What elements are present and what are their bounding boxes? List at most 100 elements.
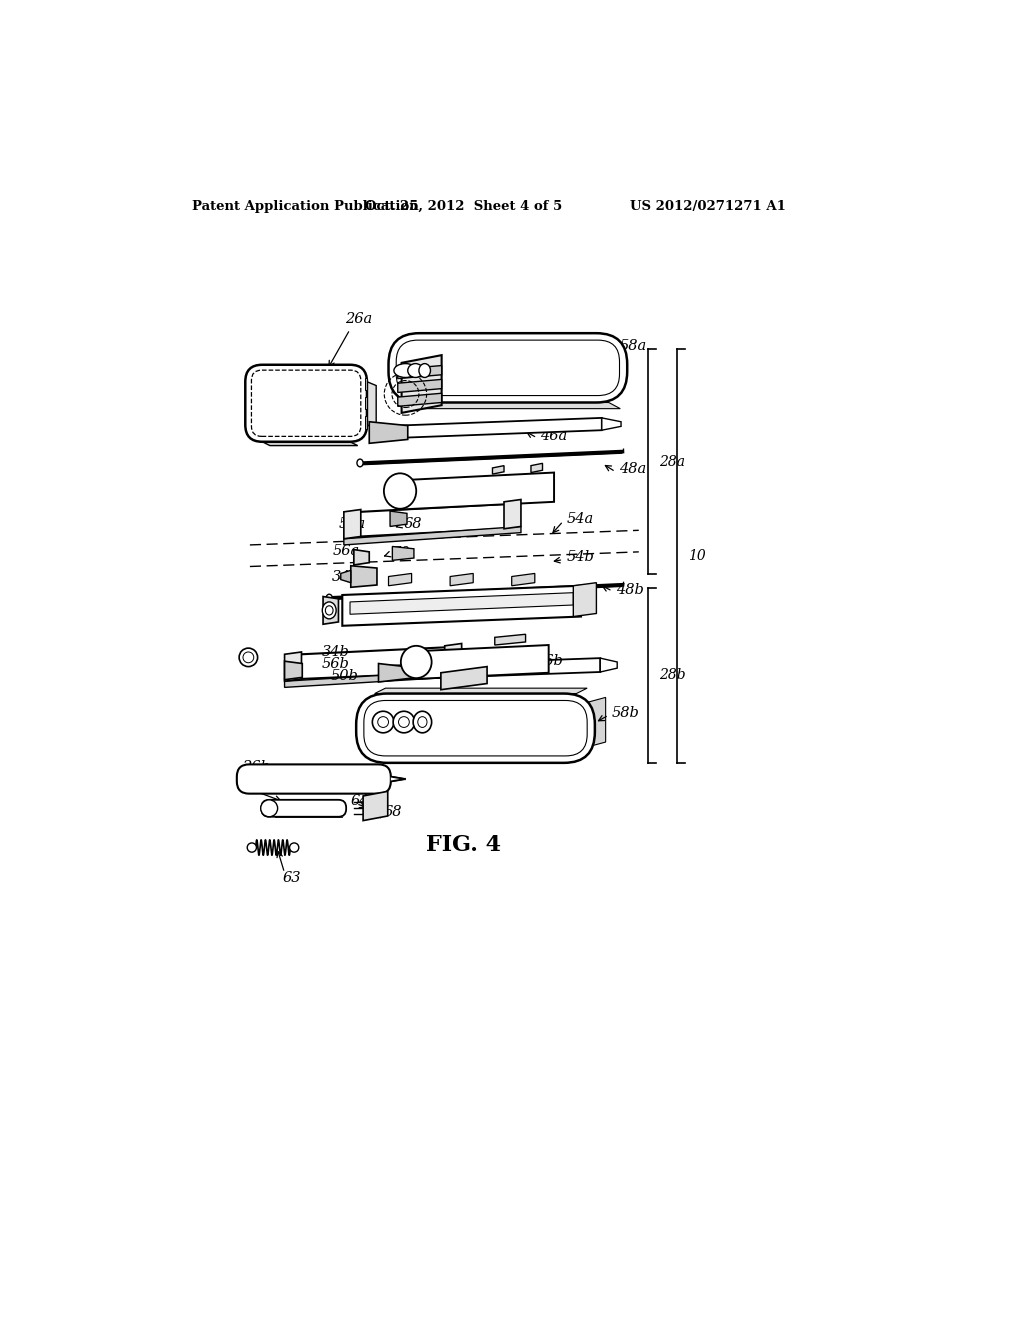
Text: 26a: 26a	[345, 312, 373, 326]
Polygon shape	[531, 463, 543, 473]
Polygon shape	[370, 422, 408, 444]
Ellipse shape	[261, 800, 278, 817]
Polygon shape	[495, 635, 525, 645]
Text: 50a: 50a	[339, 517, 366, 531]
Text: 26b: 26b	[243, 760, 270, 774]
Polygon shape	[351, 566, 377, 587]
FancyBboxPatch shape	[356, 693, 595, 763]
Ellipse shape	[247, 843, 256, 853]
Text: 60b: 60b	[438, 363, 467, 378]
Polygon shape	[600, 659, 617, 672]
Ellipse shape	[290, 843, 299, 853]
Text: 70: 70	[391, 546, 410, 561]
Text: 34b: 34b	[322, 645, 349, 659]
Text: 54a: 54a	[566, 512, 594, 525]
Text: 56b: 56b	[322, 656, 349, 671]
Ellipse shape	[323, 602, 336, 619]
FancyBboxPatch shape	[252, 370, 360, 437]
Polygon shape	[416, 645, 549, 678]
Polygon shape	[344, 510, 360, 539]
Ellipse shape	[357, 459, 364, 467]
Text: 50b: 50b	[331, 669, 358, 682]
Polygon shape	[367, 381, 376, 429]
Polygon shape	[602, 418, 621, 430]
Text: 68: 68	[383, 805, 401, 820]
Ellipse shape	[326, 594, 333, 602]
Polygon shape	[342, 586, 581, 626]
Polygon shape	[401, 355, 441, 413]
Ellipse shape	[419, 363, 430, 378]
Polygon shape	[379, 664, 412, 682]
Text: 34a: 34a	[333, 569, 359, 583]
Ellipse shape	[373, 711, 394, 733]
Polygon shape	[354, 549, 370, 565]
Text: 64a: 64a	[425, 352, 452, 367]
Bar	[365, 378, 367, 391]
Polygon shape	[388, 573, 412, 586]
Polygon shape	[375, 688, 587, 693]
Text: FIG. 4: FIG. 4	[426, 834, 501, 857]
Text: 28b: 28b	[658, 668, 685, 682]
Polygon shape	[285, 652, 301, 681]
Polygon shape	[285, 671, 462, 688]
Polygon shape	[341, 570, 351, 582]
FancyBboxPatch shape	[396, 341, 620, 396]
Text: 62: 62	[254, 783, 272, 797]
Text: 46b: 46b	[535, 655, 562, 668]
FancyBboxPatch shape	[246, 364, 367, 442]
Ellipse shape	[408, 363, 423, 378]
Text: Patent Application Publication: Patent Application Publication	[193, 199, 419, 213]
Polygon shape	[586, 697, 605, 747]
Polygon shape	[397, 393, 441, 407]
Polygon shape	[397, 366, 441, 379]
Polygon shape	[344, 527, 521, 545]
Polygon shape	[512, 573, 535, 586]
FancyBboxPatch shape	[364, 701, 587, 756]
Text: 58a: 58a	[620, 339, 647, 354]
Text: 63: 63	[283, 871, 301, 886]
Text: 28a: 28a	[658, 455, 685, 469]
Polygon shape	[400, 473, 554, 510]
FancyBboxPatch shape	[237, 764, 391, 793]
Text: 58b: 58b	[611, 706, 640, 719]
Text: 48a: 48a	[620, 462, 647, 477]
Text: 60a: 60a	[377, 701, 404, 715]
Polygon shape	[397, 379, 441, 392]
Ellipse shape	[243, 652, 254, 663]
Text: 56a: 56a	[333, 544, 359, 558]
Polygon shape	[285, 661, 302, 680]
Text: 64b: 64b	[351, 795, 379, 808]
Polygon shape	[407, 403, 621, 409]
Polygon shape	[323, 597, 339, 624]
Polygon shape	[444, 644, 462, 673]
Ellipse shape	[378, 717, 388, 727]
Polygon shape	[504, 499, 521, 529]
Polygon shape	[385, 659, 600, 680]
Text: US 2012/0271271 A1: US 2012/0271271 A1	[630, 199, 785, 213]
Ellipse shape	[384, 474, 416, 508]
Polygon shape	[262, 442, 357, 446]
Ellipse shape	[394, 363, 417, 378]
Text: Oct. 25, 2012  Sheet 4 of 5: Oct. 25, 2012 Sheet 4 of 5	[365, 199, 562, 213]
Polygon shape	[573, 582, 596, 616]
Text: 10: 10	[688, 549, 706, 564]
Polygon shape	[392, 546, 414, 561]
Text: 68: 68	[403, 517, 422, 531]
Polygon shape	[451, 573, 473, 586]
Polygon shape	[350, 593, 573, 614]
Polygon shape	[390, 511, 407, 527]
Ellipse shape	[418, 717, 427, 727]
Ellipse shape	[240, 648, 258, 667]
FancyBboxPatch shape	[388, 333, 628, 403]
FancyBboxPatch shape	[261, 800, 346, 817]
Polygon shape	[493, 466, 504, 474]
Ellipse shape	[326, 606, 333, 615]
Polygon shape	[364, 792, 388, 821]
Bar	[365, 397, 367, 409]
Polygon shape	[441, 667, 487, 689]
Text: 48b: 48b	[615, 582, 643, 597]
Ellipse shape	[398, 717, 410, 727]
Text: 52a: 52a	[428, 487, 455, 502]
Text: 52b: 52b	[483, 651, 511, 664]
Text: 46a: 46a	[541, 429, 567, 442]
